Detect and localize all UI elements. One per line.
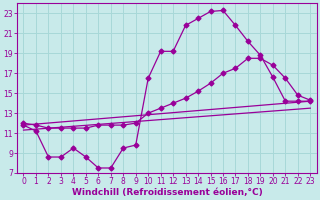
X-axis label: Windchill (Refroidissement éolien,°C): Windchill (Refroidissement éolien,°C) [72, 188, 262, 197]
